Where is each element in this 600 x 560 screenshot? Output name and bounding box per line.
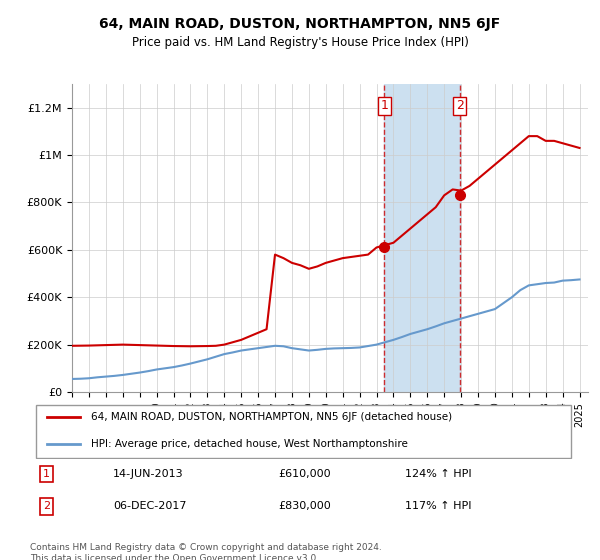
Text: 2: 2 bbox=[456, 99, 464, 113]
Text: 124% ↑ HPI: 124% ↑ HPI bbox=[406, 469, 472, 479]
Text: 117% ↑ HPI: 117% ↑ HPI bbox=[406, 501, 472, 511]
Text: Price paid vs. HM Land Registry's House Price Index (HPI): Price paid vs. HM Land Registry's House … bbox=[131, 36, 469, 49]
Text: Contains HM Land Registry data © Crown copyright and database right 2024.
This d: Contains HM Land Registry data © Crown c… bbox=[30, 543, 382, 560]
Text: HPI: Average price, detached house, West Northamptonshire: HPI: Average price, detached house, West… bbox=[91, 438, 407, 449]
Text: 64, MAIN ROAD, DUSTON, NORTHAMPTON, NN5 6JF (detached house): 64, MAIN ROAD, DUSTON, NORTHAMPTON, NN5 … bbox=[91, 412, 452, 422]
Text: 1: 1 bbox=[380, 99, 388, 113]
Text: 1: 1 bbox=[43, 469, 50, 479]
Bar bbox=[384, 84, 460, 392]
Text: 2: 2 bbox=[43, 501, 50, 511]
Text: 14-JUN-2013: 14-JUN-2013 bbox=[113, 469, 184, 479]
Text: 64, MAIN ROAD, DUSTON, NORTHAMPTON, NN5 6JF: 64, MAIN ROAD, DUSTON, NORTHAMPTON, NN5 … bbox=[100, 17, 500, 31]
Text: 06-DEC-2017: 06-DEC-2017 bbox=[113, 501, 187, 511]
Text: £830,000: £830,000 bbox=[278, 501, 331, 511]
Text: £610,000: £610,000 bbox=[278, 469, 331, 479]
FancyBboxPatch shape bbox=[35, 405, 571, 458]
